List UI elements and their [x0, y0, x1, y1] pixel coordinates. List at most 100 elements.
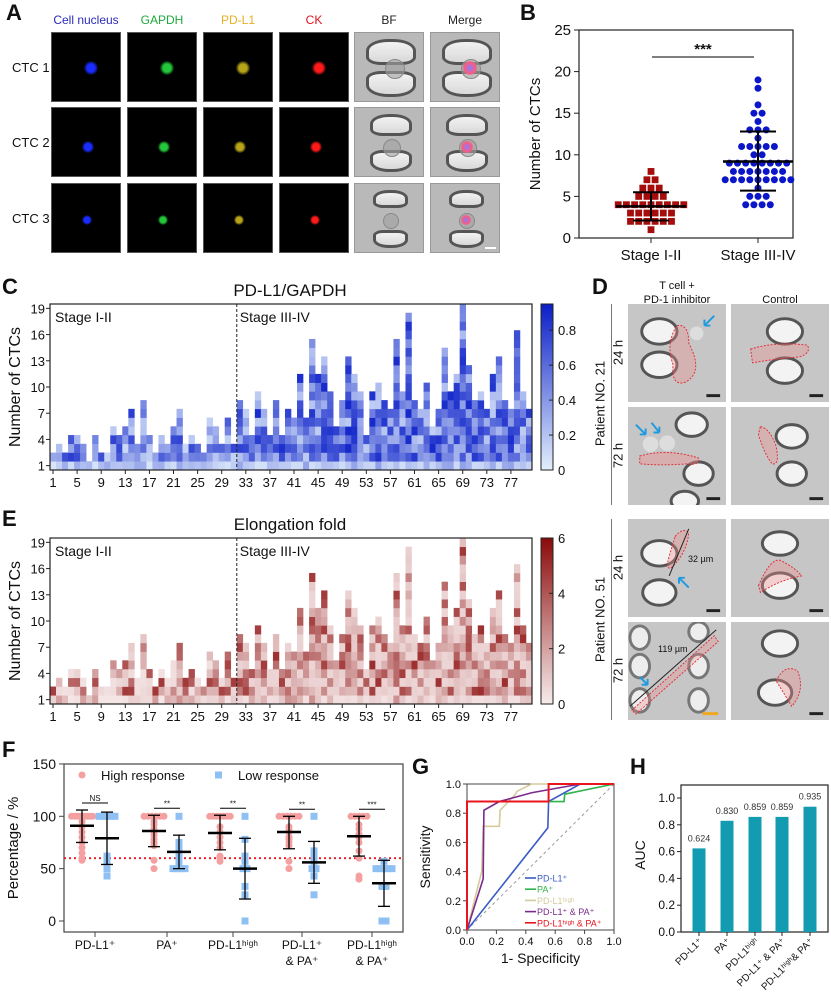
- heatmap-cell: [62, 461, 69, 471]
- heatmap-cell: [339, 642, 346, 652]
- heatmap-cell: [128, 461, 135, 471]
- heatmap-cell: [140, 435, 147, 445]
- heatmap-cell: [519, 634, 527, 644]
- heatmap-cell: [134, 677, 141, 687]
- heatmap-cell: [345, 642, 352, 652]
- heatmap-cell: [206, 426, 213, 436]
- heatmap-cell: [188, 461, 195, 471]
- heatmap-cell: [459, 695, 467, 705]
- heatmap-cell: [375, 695, 382, 705]
- heatmap-cell: [284, 417, 292, 427]
- colorbar-tick-label: 0.2: [558, 428, 576, 443]
- data-point-circle: [758, 109, 766, 117]
- x-tick-label: 77: [504, 709, 518, 724]
- cell-signal: [158, 215, 168, 226]
- fluorescence-image: [203, 183, 273, 253]
- heatmap-cell: [248, 686, 256, 696]
- heatmap-cell: [327, 686, 334, 696]
- heatmap-cell: [351, 435, 358, 445]
- heatmap-cell: [351, 695, 358, 705]
- microscopy-drawing: [756, 629, 824, 716]
- heatmap-cell: [68, 677, 75, 687]
- heatmap-cell: [321, 417, 328, 427]
- heatmap-cell: [441, 417, 448, 427]
- y-tick-label: 1.0: [446, 779, 461, 791]
- heatmap-cell: [224, 695, 232, 705]
- heatmap-cell: [465, 400, 473, 410]
- data-point-high: [295, 812, 303, 820]
- heatmap-cell: [218, 686, 226, 696]
- heatmap-cell: [242, 686, 250, 696]
- cell-signal: [234, 215, 244, 226]
- heatmap-cell: [122, 695, 129, 705]
- heatmap-cell: [242, 677, 250, 687]
- heatmap-cell: [315, 461, 322, 471]
- x-tick-label: 49: [335, 709, 349, 724]
- heatmap-cell: [369, 625, 376, 635]
- heatmap-cell: [140, 417, 147, 427]
- heatmap-cell: [489, 391, 497, 401]
- heatmap-cell: [315, 677, 322, 687]
- heatmap-cell: [471, 651, 479, 661]
- heatmap-cell: [50, 452, 57, 462]
- heatmap-cell: [513, 391, 521, 401]
- heatmap-cell: [272, 435, 280, 445]
- heatmap-cell: [303, 452, 310, 462]
- heatmap-cell: [315, 669, 322, 679]
- heatmap-cell: [465, 417, 473, 427]
- heatmap-cell: [495, 634, 503, 644]
- heatmap-cell: [513, 564, 521, 574]
- heatmap-cell: [441, 461, 448, 471]
- heatmap-cell: [309, 651, 316, 661]
- heatmap-cell: [333, 426, 340, 436]
- heatmap-cell: [176, 677, 183, 687]
- x-tick-label: 29: [214, 475, 228, 490]
- heatmap-cell: [417, 435, 424, 445]
- cell-signal: [158, 140, 171, 153]
- heatmap-cell: [164, 443, 171, 453]
- heatmap-cell: [345, 417, 352, 427]
- heatmap-cell: [525, 443, 533, 453]
- heatmap-cell: [405, 599, 412, 609]
- cell-signal: [83, 61, 98, 75]
- heatmap-cell: [339, 461, 346, 471]
- heatmap-cell: [375, 435, 382, 445]
- heatmap-cell: [254, 634, 262, 644]
- heatmap-cell: [393, 572, 400, 582]
- heatmap-cell: [489, 452, 497, 462]
- heatmap-cell: [200, 695, 207, 705]
- heatmap-cell: [459, 426, 467, 436]
- heatmap-cell: [513, 581, 521, 591]
- heatmap-cell: [441, 677, 448, 687]
- heatmap-cell: [242, 417, 250, 427]
- heatmap-cell: [507, 408, 515, 418]
- heatmap-cell: [465, 382, 473, 392]
- x-tick-label: 49: [335, 475, 349, 490]
- heatmap-cell: [188, 443, 195, 453]
- microscopy-drawing: [757, 423, 824, 501]
- heatmap-cell: [519, 391, 527, 401]
- roc-curve: [466, 783, 614, 931]
- heatmap-cell: [447, 634, 454, 644]
- heatmap-cell: [459, 452, 467, 462]
- heatmap-cell: [465, 452, 473, 462]
- heatmap-cell: [417, 669, 424, 679]
- heatmap-cell: [248, 443, 256, 453]
- heatmap-cell: [453, 452, 460, 462]
- heatmap-cell: [369, 669, 376, 679]
- y-tick-label: 0.0: [446, 925, 461, 937]
- colorbar-tick-label: 0.8: [558, 323, 576, 338]
- heatmap-cell: [236, 417, 244, 427]
- heatmap-cell: [435, 660, 442, 670]
- data-point-square: [655, 201, 663, 209]
- heatmap-cell: [327, 660, 334, 670]
- heatmap-cell: [309, 677, 316, 687]
- heatmap-cell: [284, 435, 292, 445]
- heatmap-cell: [405, 686, 412, 696]
- heatmap-cell: [110, 426, 117, 436]
- heatmap-cell: [387, 426, 394, 436]
- heatmap-cell: [519, 642, 527, 652]
- heatmap-cell: [315, 642, 322, 652]
- heatmap-cell: [116, 452, 123, 462]
